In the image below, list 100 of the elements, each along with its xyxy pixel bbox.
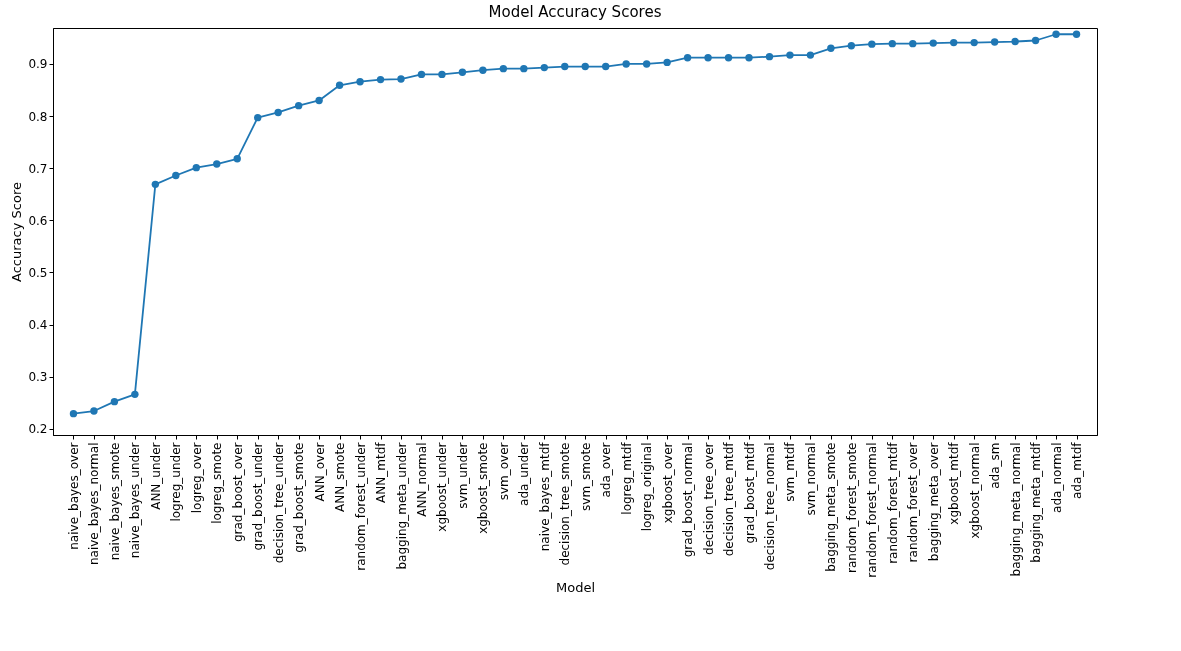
point [827, 44, 835, 53]
x-tick-label: naive_bayes_smote [107, 442, 122, 561]
point [561, 62, 569, 71]
x-tick-label: logreg_under [169, 442, 184, 522]
point [704, 54, 712, 62]
x-tick-label: logreg_mtdf [619, 441, 634, 515]
x-tick-label: random_forest_over [906, 442, 921, 563]
x-tick-label: ada_over [599, 442, 614, 498]
point [909, 39, 917, 48]
point [151, 180, 160, 189]
point [90, 407, 98, 415]
x-tick-label: decision_tree_normal [762, 442, 777, 571]
point [110, 397, 119, 406]
x-tick-label: bagging_meta_over [926, 442, 941, 562]
point [254, 113, 262, 122]
x-tick-label: ANN_smote [333, 442, 348, 513]
point [1011, 37, 1019, 46]
point [622, 60, 630, 68]
chart-title: Model Accuracy Scores [488, 3, 662, 21]
point [1031, 36, 1040, 45]
point [335, 81, 344, 90]
y-tick-label: 0.7 [28, 161, 48, 176]
x-tick-label: naive_bayes_normal [87, 442, 102, 566]
point [520, 64, 528, 73]
y-tick-label: 0.5 [28, 265, 48, 280]
point [642, 60, 651, 68]
x-tick-label: svm_mtdf [783, 441, 798, 502]
x-tick-label: svm_over [496, 442, 511, 501]
point [724, 54, 733, 62]
y-tick-label: 0.9 [28, 57, 48, 72]
x-tick-label: svm_normal [803, 442, 818, 516]
point [970, 38, 978, 47]
point [888, 39, 896, 48]
point [172, 171, 180, 180]
x-tick-label: decision_tree_smote [558, 442, 573, 566]
x-tick-label: logreg_original [640, 442, 655, 532]
point [417, 70, 426, 79]
x-tick-label: naive_bayes_mtdf [537, 441, 552, 552]
point [294, 101, 303, 110]
point [397, 75, 405, 83]
x-tick-label: xgboost_smote [476, 442, 491, 534]
x-tick-label: xgboost_normal [967, 442, 982, 539]
x-tick-label: random_forest_smote [844, 442, 859, 573]
point [929, 39, 937, 47]
x-tick-label: xgboost_mtdf [947, 441, 962, 525]
x-tick-label: grad_boost_mtdf [742, 441, 757, 544]
x-tick-label: random_forest_normal [865, 442, 880, 578]
x-tick-label: decision_tree_mtdf [722, 441, 737, 557]
point [602, 62, 610, 71]
x-tick-label: bagging_meta_mtdf [1029, 441, 1044, 563]
point [233, 155, 241, 163]
x-tick-label: xgboost_under [435, 442, 450, 532]
point [868, 40, 876, 48]
point [274, 108, 282, 117]
x-tick-label: grad_boost_over [230, 442, 245, 543]
y-tick-label: 0.6 [28, 213, 48, 228]
y-tick-label: 0.4 [28, 318, 48, 333]
x-tick-label: logreg_smote [210, 442, 225, 524]
x-tick-label: decision_tree_over [701, 442, 716, 555]
point [438, 70, 446, 79]
point [806, 51, 815, 59]
point [990, 38, 999, 46]
point [458, 68, 467, 76]
x-tick-label: ada_under [517, 442, 532, 506]
point [847, 42, 856, 50]
x-tick-label: bagging_meta_smote [824, 442, 839, 572]
point [540, 63, 548, 72]
x-tick-label: bagging_meta_normal [1008, 442, 1023, 577]
point [479, 66, 487, 74]
x-tick-label: naive_bayes_over [66, 442, 81, 550]
point [192, 163, 200, 172]
x-tick-label: ada_normal [1049, 442, 1064, 513]
x-tick-label: svm_under [455, 442, 470, 509]
point [683, 54, 692, 62]
x-tick-label: grad_boost_under [251, 442, 266, 551]
x-tick-label: logreg_over [189, 442, 204, 514]
x-tick-label: ANN_normal [414, 442, 429, 517]
point [663, 58, 671, 67]
x-tick-label: bagging_meta_under [394, 442, 409, 570]
point [745, 54, 753, 62]
point [376, 75, 385, 84]
point [950, 38, 958, 47]
x-tick-label: ada_sm [988, 442, 1003, 489]
point [1052, 30, 1060, 38]
y-tick-label: 0.2 [28, 422, 48, 437]
point [1072, 30, 1081, 38]
point [315, 96, 323, 105]
x-tick-label: random_forest_mtdf [885, 441, 900, 564]
x-tick-label: svm_smote [578, 442, 593, 511]
x-tick-label: random_forest_under [353, 442, 368, 571]
x-tick-label: ada_mtdf [1070, 441, 1085, 500]
point [765, 52, 774, 61]
x-tick-label: xgboost_over [660, 442, 675, 524]
x-tick-label: grad_boost_normal [681, 442, 696, 558]
point [213, 160, 221, 168]
x-tick-label: ANN_over [312, 442, 327, 502]
x-tick-label: naive_bayes_under [128, 442, 143, 559]
point [131, 390, 139, 399]
point [581, 62, 589, 71]
point [499, 64, 508, 73]
